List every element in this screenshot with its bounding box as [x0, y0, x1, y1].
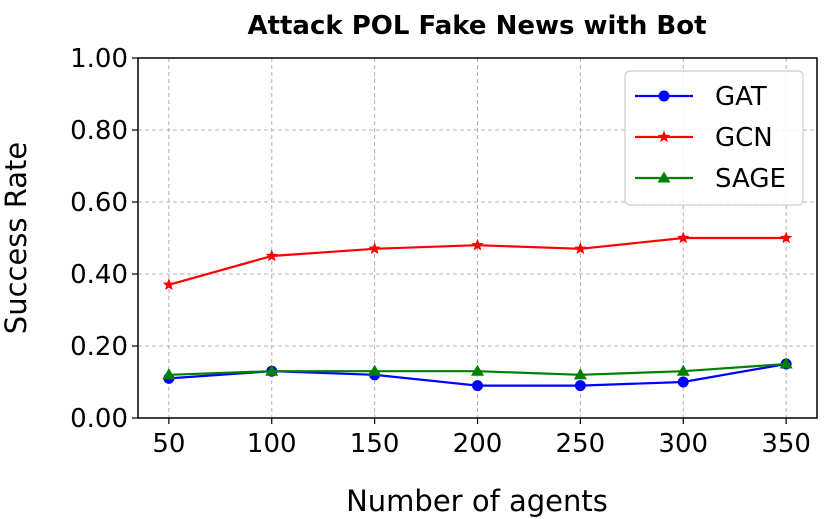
x-axis: 50 100 150 200 250 300 350 — [152, 418, 811, 459]
legend-item-gcn: GCN — [635, 123, 773, 153]
series-sage — [162, 357, 793, 380]
x-tick-label: 300 — [658, 429, 708, 459]
legend-marker — [657, 130, 671, 143]
data-point-sage — [779, 357, 793, 369]
y-tick-label: 1.00 — [70, 44, 128, 74]
legend-item-sage: SAGE — [635, 164, 786, 194]
chart-title: Attack POL Fake News with Bot — [247, 11, 706, 41]
data-point-sage — [676, 364, 690, 376]
data-point-sage — [162, 368, 176, 380]
legend-label: GAT — [715, 82, 767, 112]
y-axis-title: Success Rate — [0, 142, 33, 334]
y-axis: 0.00 0.20 0.40 0.60 0.80 1.00 — [70, 44, 138, 434]
x-tick-label: 50 — [152, 429, 185, 459]
data-point-gcn — [471, 238, 484, 251]
data-point-gcn — [368, 242, 381, 255]
legend-marker — [658, 90, 670, 102]
x-tick-label: 150 — [350, 429, 400, 459]
data-point-sage — [368, 364, 382, 376]
data-point-gcn — [265, 249, 278, 262]
x-tick-label: 100 — [247, 429, 297, 459]
y-tick-label: 0.00 — [70, 404, 128, 434]
y-tick-label: 0.60 — [70, 188, 128, 218]
data-point-sage — [471, 364, 484, 376]
data-point-gcn — [574, 242, 587, 255]
legend: GAT GCN SAGE — [624, 70, 804, 206]
data-point-gat — [574, 380, 586, 392]
data-point-gcn — [677, 231, 690, 244]
data-point-gcn — [162, 278, 176, 291]
legend-label: GCN — [715, 123, 773, 153]
legend-box — [624, 70, 804, 206]
data-point-gat — [472, 380, 483, 392]
y-tick-label: 0.40 — [70, 260, 128, 290]
x-tick-label: 350 — [761, 429, 811, 459]
y-tick-label: 0.80 — [70, 116, 128, 146]
x-tick-label: 250 — [556, 429, 606, 459]
legend-marker — [657, 171, 671, 183]
x-axis-title: Number of agents — [346, 484, 608, 518]
data-point-gcn — [779, 231, 793, 244]
legend-item-gat: GAT — [635, 82, 767, 112]
x-tick-label: 200 — [453, 429, 503, 459]
series-gcn — [162, 231, 793, 291]
y-tick-label: 0.20 — [70, 332, 128, 362]
data-point-sage — [573, 368, 587, 380]
data-point-sage — [265, 364, 279, 376]
data-point-gat — [677, 376, 689, 388]
legend-label: SAGE — [715, 164, 786, 194]
series-layer — [162, 231, 793, 392]
